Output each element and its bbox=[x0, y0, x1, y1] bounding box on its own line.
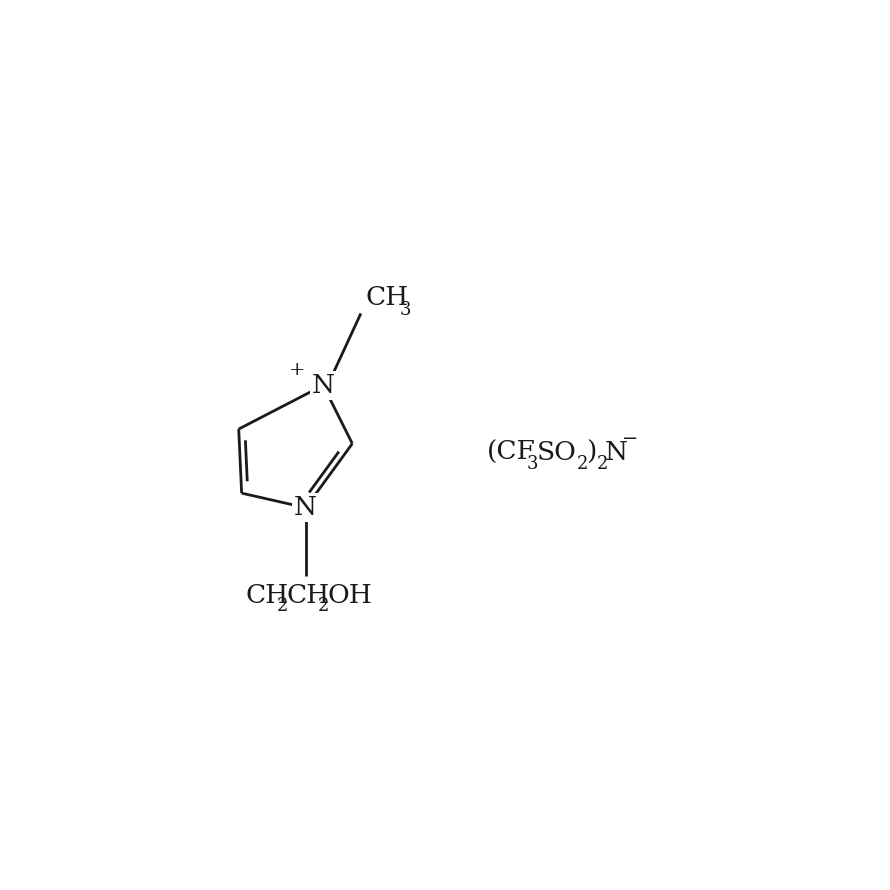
Text: OH: OH bbox=[328, 583, 373, 608]
Text: CH: CH bbox=[366, 285, 409, 310]
Text: (CF: (CF bbox=[487, 441, 536, 465]
Text: CH: CH bbox=[246, 583, 288, 608]
Text: 3: 3 bbox=[400, 301, 411, 319]
Text: N: N bbox=[605, 441, 627, 465]
Text: N: N bbox=[312, 373, 335, 398]
Text: ): ) bbox=[587, 441, 596, 465]
Text: 2: 2 bbox=[277, 596, 288, 615]
Text: 2: 2 bbox=[318, 596, 329, 615]
Text: +: + bbox=[289, 361, 305, 379]
Text: 2: 2 bbox=[596, 455, 608, 473]
Text: 2: 2 bbox=[577, 455, 588, 473]
Text: −: − bbox=[622, 430, 638, 449]
Text: N: N bbox=[295, 495, 317, 520]
Text: 3: 3 bbox=[527, 455, 538, 473]
Text: SO: SO bbox=[537, 441, 577, 465]
Text: CH: CH bbox=[287, 583, 330, 608]
